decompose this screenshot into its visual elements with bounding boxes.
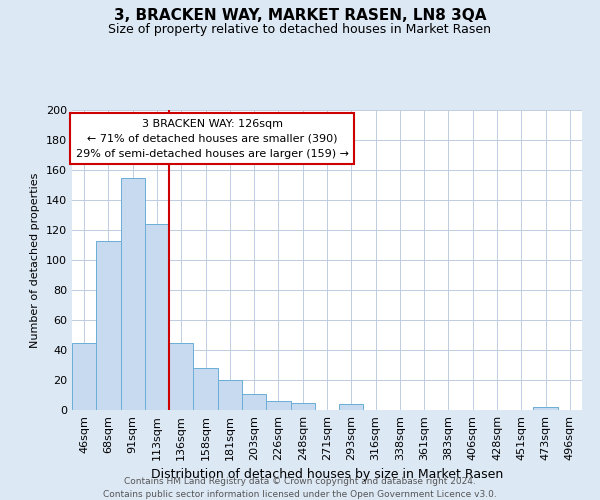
Bar [266, 401, 290, 410]
Text: Contains HM Land Registry data © Crown copyright and database right 2024.: Contains HM Land Registry data © Crown c… [124, 478, 476, 486]
Bar [169, 342, 193, 410]
Bar [145, 224, 169, 410]
Text: 3, BRACKEN WAY, MARKET RASEN, LN8 3QA: 3, BRACKEN WAY, MARKET RASEN, LN8 3QA [114, 8, 486, 22]
Bar [218, 380, 242, 410]
Bar [72, 342, 96, 410]
Bar [339, 404, 364, 410]
Text: 3 BRACKEN WAY: 126sqm
← 71% of detached houses are smaller (390)
29% of semi-det: 3 BRACKEN WAY: 126sqm ← 71% of detached … [76, 119, 349, 158]
Bar [533, 407, 558, 410]
Y-axis label: Number of detached properties: Number of detached properties [31, 172, 40, 348]
Text: Contains public sector information licensed under the Open Government Licence v3: Contains public sector information licen… [103, 490, 497, 499]
Bar [96, 240, 121, 410]
Bar [290, 402, 315, 410]
X-axis label: Distribution of detached houses by size in Market Rasen: Distribution of detached houses by size … [151, 468, 503, 481]
Bar [193, 368, 218, 410]
Bar [121, 178, 145, 410]
Text: Size of property relative to detached houses in Market Rasen: Size of property relative to detached ho… [109, 22, 491, 36]
Bar [242, 394, 266, 410]
